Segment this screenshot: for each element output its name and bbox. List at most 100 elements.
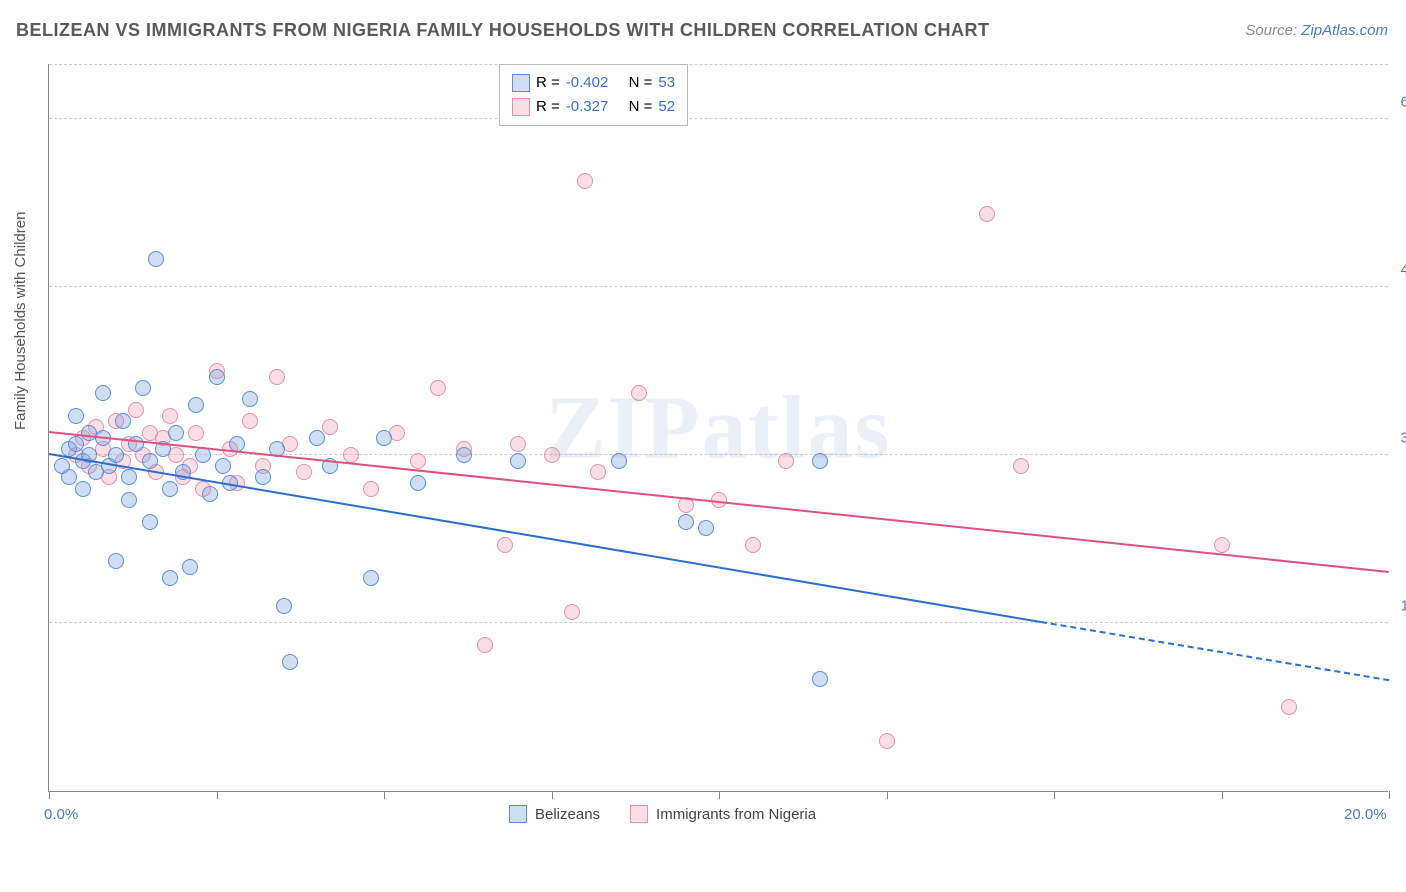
scatter-point-pink <box>979 206 995 222</box>
scatter-point-pink <box>544 447 560 463</box>
scatter-point-pink <box>745 537 761 553</box>
stats-row-blue: R = -0.402 N = 53 <box>512 71 675 95</box>
x-tick <box>1054 791 1055 799</box>
scatter-point-blue <box>456 447 472 463</box>
r-value-pink: -0.327 <box>566 95 609 119</box>
scatter-point-pink <box>1013 458 1029 474</box>
source-attribution: Source: ZipAtlas.com <box>1245 22 1388 39</box>
n-value-blue: 53 <box>658 71 675 95</box>
swatch-pink-icon <box>630 805 648 823</box>
y-tick-label: 15.0% <box>1400 598 1406 615</box>
scatter-point-blue <box>188 397 204 413</box>
scatter-point-pink <box>879 733 895 749</box>
gridline <box>49 286 1388 287</box>
n-label: N = <box>629 71 653 95</box>
source-link[interactable]: ZipAtlas.com <box>1301 22 1388 39</box>
x-tick <box>1222 791 1223 799</box>
scatter-point-blue <box>68 436 84 452</box>
source-prefix: Source: <box>1245 22 1301 39</box>
gridline <box>49 118 1388 119</box>
scatter-point-blue <box>202 486 218 502</box>
chart-title: BELIZEAN VS IMMIGRANTS FROM NIGERIA FAMI… <box>16 20 990 41</box>
scatter-point-blue <box>142 453 158 469</box>
x-tick <box>1389 791 1390 799</box>
n-label: N = <box>629 95 653 119</box>
scatter-point-blue <box>209 369 225 385</box>
scatter-point-blue <box>95 385 111 401</box>
legend-label-blue: Belizeans <box>535 806 600 823</box>
scatter-point-pink <box>510 436 526 452</box>
scatter-point-pink <box>564 604 580 620</box>
scatter-point-blue <box>255 469 271 485</box>
regression-line-pink <box>49 431 1389 573</box>
legend-item-blue: Belizeans <box>509 805 600 823</box>
legend-item-pink: Immigrants from Nigeria <box>630 805 816 823</box>
scatter-point-pink <box>430 380 446 396</box>
scatter-point-pink <box>296 464 312 480</box>
scatter-point-blue <box>276 598 292 614</box>
scatter-point-blue <box>698 520 714 536</box>
scatter-point-pink <box>162 408 178 424</box>
scatter-point-pink <box>590 464 606 480</box>
scatter-point-blue <box>611 453 627 469</box>
scatter-point-blue <box>128 436 144 452</box>
scatter-point-blue <box>242 391 258 407</box>
scatter-point-pink <box>188 425 204 441</box>
scatter-point-blue <box>148 251 164 267</box>
scatter-point-pink <box>577 173 593 189</box>
swatch-blue-icon <box>509 805 527 823</box>
x-tick-label: 20.0% <box>1344 806 1387 823</box>
scatter-point-pink <box>242 413 258 429</box>
scatter-point-pink <box>269 369 285 385</box>
y-tick-label: 45.0% <box>1400 262 1406 279</box>
scatter-point-blue <box>108 447 124 463</box>
stats-legend: R = -0.402 N = 53 R = -0.327 N = 52 <box>499 64 688 126</box>
scatter-point-pink <box>363 481 379 497</box>
scatter-point-blue <box>75 481 91 497</box>
scatter-point-blue <box>108 553 124 569</box>
legend-label-pink: Immigrants from Nigeria <box>656 806 816 823</box>
scatter-point-blue <box>282 654 298 670</box>
scatter-point-pink <box>778 453 794 469</box>
r-value-blue: -0.402 <box>566 71 609 95</box>
swatch-pink-icon <box>512 98 530 116</box>
scatter-point-blue <box>142 514 158 530</box>
scatter-point-blue <box>410 475 426 491</box>
n-value-pink: 52 <box>658 95 675 119</box>
x-tick <box>384 791 385 799</box>
scatter-point-blue <box>135 380 151 396</box>
series-legend: Belizeans Immigrants from Nigeria <box>509 805 816 823</box>
scatter-point-blue <box>182 559 198 575</box>
scatter-point-blue <box>168 425 184 441</box>
scatter-point-pink <box>1214 537 1230 553</box>
y-axis-label: Family Households with Children <box>12 212 29 430</box>
scatter-point-pink <box>1281 699 1297 715</box>
scatter-plot: ZIPatlas R = -0.402 N = 53 R = -0.327 N … <box>48 64 1388 792</box>
x-tick <box>49 791 50 799</box>
scatter-point-pink <box>631 385 647 401</box>
x-tick <box>887 791 888 799</box>
scatter-point-pink <box>322 419 338 435</box>
scatter-point-pink <box>497 537 513 553</box>
scatter-point-blue <box>121 492 137 508</box>
scatter-point-blue <box>309 430 325 446</box>
y-tick-label: 30.0% <box>1400 430 1406 447</box>
regression-line-blue <box>49 453 1041 623</box>
r-label: R = <box>536 71 560 95</box>
scatter-point-blue <box>68 408 84 424</box>
gridline <box>49 454 1388 455</box>
scatter-point-blue <box>115 413 131 429</box>
scatter-point-blue <box>162 481 178 497</box>
y-tick-label: 60.0% <box>1400 94 1406 111</box>
x-tick <box>719 791 720 799</box>
scatter-point-blue <box>812 671 828 687</box>
scatter-point-blue <box>363 570 379 586</box>
scatter-point-blue <box>376 430 392 446</box>
regression-line-blue-ext <box>1040 621 1389 681</box>
x-tick <box>217 791 218 799</box>
gridline <box>49 64 1388 65</box>
x-tick <box>552 791 553 799</box>
scatter-point-blue <box>215 458 231 474</box>
scatter-point-pink <box>410 453 426 469</box>
gridline <box>49 622 1388 623</box>
